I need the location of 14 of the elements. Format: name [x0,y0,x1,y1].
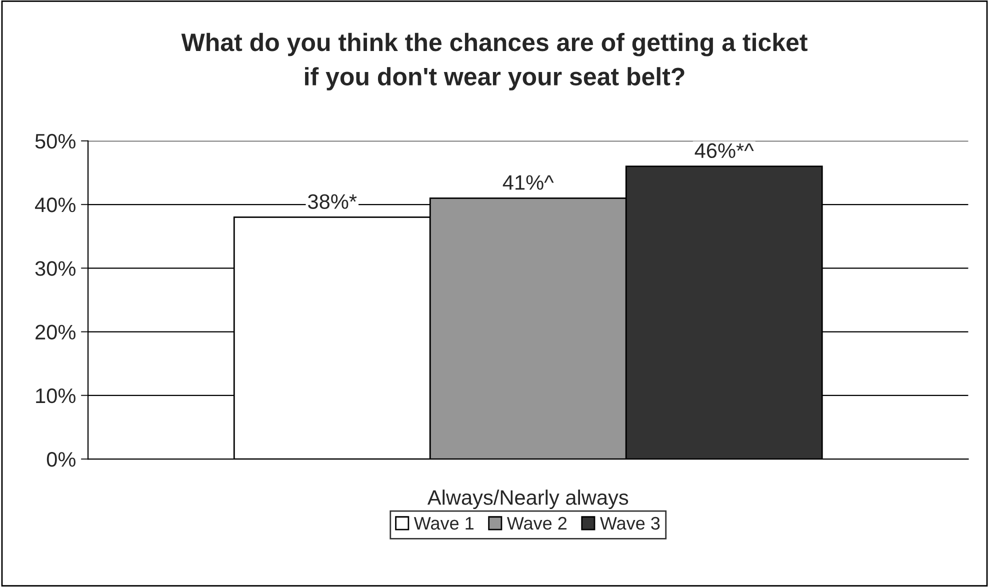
data-label: 41%^ [502,175,554,190]
x-tick-label: Always/Nearly always [427,490,628,510]
legend-label: Wave 2 [506,516,567,530]
y-tick-label: 50% [35,134,76,149]
y-tick-label: 40% [35,198,76,212]
y-tick-label: 20% [36,324,76,340]
data-label: 38%* [308,194,357,209]
y-tick-label: 30% [35,261,76,276]
legend-label: Wave 1 [414,517,474,530]
data-label: 46%*^ [694,143,754,158]
y-tick-label: 0% [46,452,76,467]
chart-title: What do you think the chances are of getting a ticket if you don't wear your seat belt? [181,32,808,90]
y-tick-label: 10% [36,388,76,404]
legend-label: Wave 3 [600,516,660,530]
